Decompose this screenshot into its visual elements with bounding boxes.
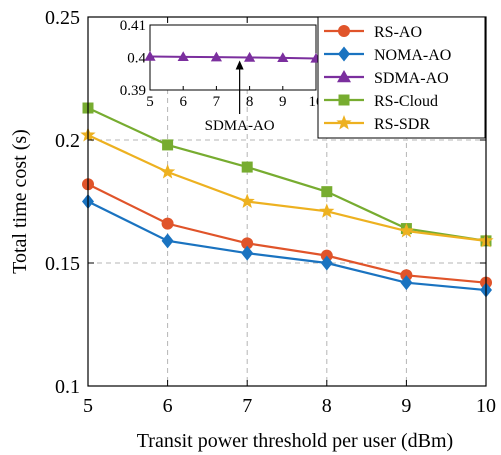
data-point-rs-sdr	[398, 223, 415, 238]
legend-label: RS-AO	[374, 24, 422, 41]
x-tick-label: 10	[476, 395, 496, 417]
legend-marker-sdma-ao	[337, 70, 351, 83]
data-point-rs-sdr	[159, 163, 176, 179]
legend-marker-rs-ao	[338, 25, 350, 37]
inset-x-tick-label: 7	[213, 94, 221, 110]
inset-y-tick-label: 0.4	[127, 51, 146, 67]
series-line-noma-ao	[87, 200, 487, 292]
y-tick-label: 0.2	[55, 130, 80, 152]
annotation-label: SDMA-AO	[205, 118, 275, 134]
series-line-rs-sdr	[87, 134, 487, 242]
data-point-rs-cloud	[241, 161, 253, 173]
legend-marker-rs-cloud	[338, 94, 350, 106]
legend-marker-rs-sdr	[336, 115, 352, 130]
legend: RS-AO NOMA-AO SDMA-AO RS-Cloud RS-SDR	[317, 16, 486, 139]
legend-label: RS-SDR	[374, 116, 430, 133]
inset-data-point	[144, 50, 156, 61]
x-tick-label: 8	[322, 395, 332, 417]
data-point-noma-ao	[400, 275, 413, 291]
inset-data-point	[177, 51, 189, 62]
legend-marker-noma-ao	[338, 46, 350, 62]
inset-data-point	[277, 52, 289, 63]
data-point-rs-cloud	[162, 139, 174, 151]
data-point-rs-ao	[161, 217, 174, 230]
data-point-rs-sdr	[239, 193, 255, 208]
inset-y-tick-label: 0.39	[120, 83, 146, 99]
inset-data-point	[210, 51, 222, 62]
x-tick-label: 7	[242, 395, 252, 417]
x-tick-label: 9	[401, 395, 411, 417]
legend-label: SDMA-AO	[374, 70, 449, 87]
data-point-rs-cloud	[321, 186, 333, 198]
data-point-noma-ao	[161, 233, 174, 249]
inset-series-line	[149, 55, 317, 60]
plot-frame	[87, 16, 487, 387]
inset-y-tick-label: 0.41	[120, 18, 146, 34]
data-point-rs-sdr	[319, 203, 335, 218]
inset-x-tick-label: 8	[246, 94, 254, 110]
axis-ticks: 0.1 0.15 0.2 0.25 5 6 7 8 9 10	[45, 7, 496, 417]
x-axis-label: Transit power threshold per user (dBm)	[137, 430, 453, 452]
legend-label: RS-Cloud	[374, 93, 438, 110]
inset-x-tick-label: 5	[146, 94, 154, 110]
inset-x-tick-label: 6	[179, 94, 187, 110]
y-tick-label: 0.15	[45, 253, 80, 275]
inset-x-tick-label: 9	[279, 94, 287, 110]
x-tick-label: 5	[83, 395, 93, 417]
y-tick-label: 0.25	[45, 7, 80, 29]
x-tick-label: 6	[163, 395, 173, 417]
y-tick-label: 0.1	[55, 376, 80, 398]
annotation-arrowhead	[235, 60, 244, 70]
data-point-noma-ao	[241, 245, 254, 261]
data-point-noma-ao	[320, 255, 333, 271]
data-point-rs-ao	[241, 237, 254, 250]
inset-data-point	[244, 51, 256, 62]
legend-label: NOMA-AO	[374, 47, 451, 64]
series-line-rs-ao	[87, 183, 487, 284]
y-axis-label: Total time cost (s)	[9, 129, 31, 274]
series-line-rs-cloud	[87, 107, 487, 242]
